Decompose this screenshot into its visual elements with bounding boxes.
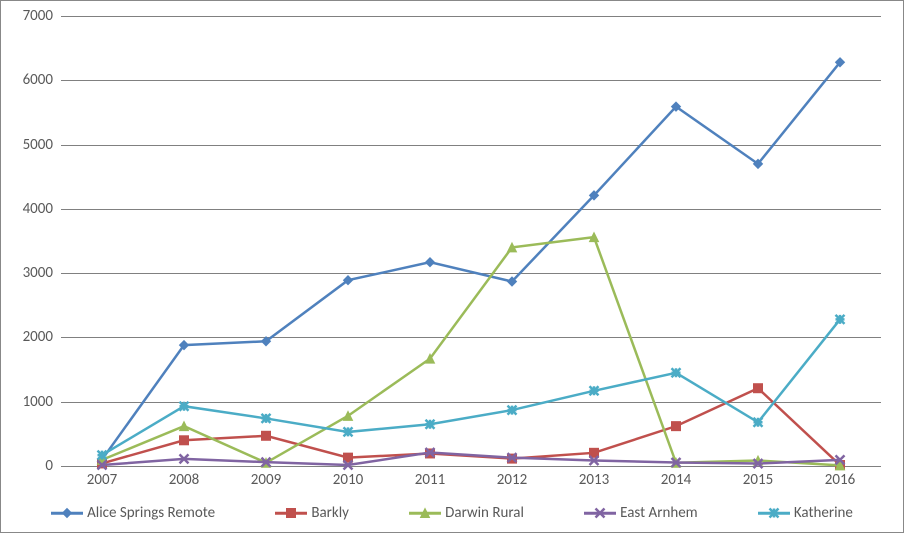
series-marker [590,386,599,395]
series-marker [180,436,189,445]
series-marker [672,368,681,377]
series-marker [754,384,763,393]
series-marker [426,258,435,267]
series-marker [262,414,271,423]
series-line [102,62,840,459]
line-chart: Alice Springs RemoteBarklyDarwin RuralEa… [0,0,904,533]
series-layer [1,1,904,534]
series-line [102,388,840,465]
series-marker [508,406,517,415]
series-marker [836,315,845,324]
series-marker [344,427,353,436]
series-line [102,453,840,466]
series-marker [262,431,271,440]
series-line [102,319,840,455]
series-marker [98,451,107,460]
series-marker [672,422,681,431]
series-marker [426,420,435,429]
series-marker [180,402,189,411]
series-marker [754,418,763,427]
